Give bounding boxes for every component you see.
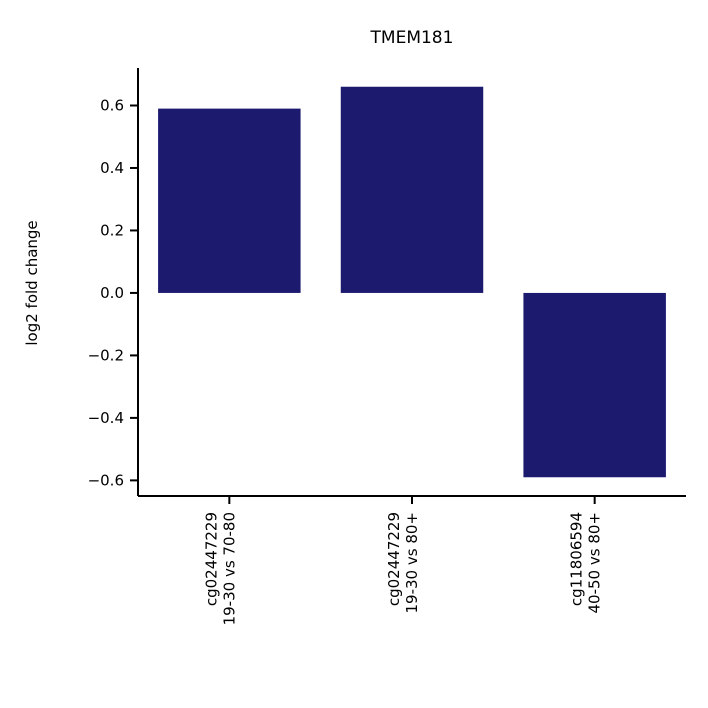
y-axis: 0.6 0.4 0.2 0.0 −0.2 −0.4 −0.6 <box>88 68 139 496</box>
chart-title: TMEM181 <box>370 28 454 48</box>
x-tick-label-line: 19-30 vs 80+ <box>403 512 421 613</box>
bar-2 <box>340 86 484 293</box>
y-tick-label: 0.0 <box>100 284 124 302</box>
y-tick-label: 0.2 <box>100 221 124 239</box>
bar-3 <box>523 292 666 478</box>
x-tick-label: cg0244722919-30 vs 80+ <box>385 512 421 613</box>
x-tick-label-line: cg02447229 <box>202 512 220 606</box>
y-axis-label: log2 fold change <box>23 220 41 345</box>
x-axis: cg0244722919-30 vs 70-80 cg0244722919-30 … <box>138 495 686 625</box>
y-tick-label: −0.4 <box>88 409 124 427</box>
bar-1 <box>158 108 301 293</box>
y-tick-label: 0.6 <box>100 96 124 114</box>
y-tick-label: −0.6 <box>88 471 124 489</box>
x-tick-label-line: cg11806594 <box>568 512 586 606</box>
x-tick-label-line: 40-50 vs 80+ <box>586 512 604 613</box>
bars-layer <box>158 86 666 478</box>
x-tick-label: cg1180659440-50 vs 80+ <box>568 512 604 613</box>
x-tick-label-line: 19-30 vs 70-80 <box>220 512 238 625</box>
x-tick-label-line: cg02447229 <box>385 512 403 606</box>
y-tick-label: −0.2 <box>88 346 124 364</box>
x-tick-label: cg0244722919-30 vs 70-80 <box>202 512 238 625</box>
y-tick-label: 0.4 <box>100 159 124 177</box>
